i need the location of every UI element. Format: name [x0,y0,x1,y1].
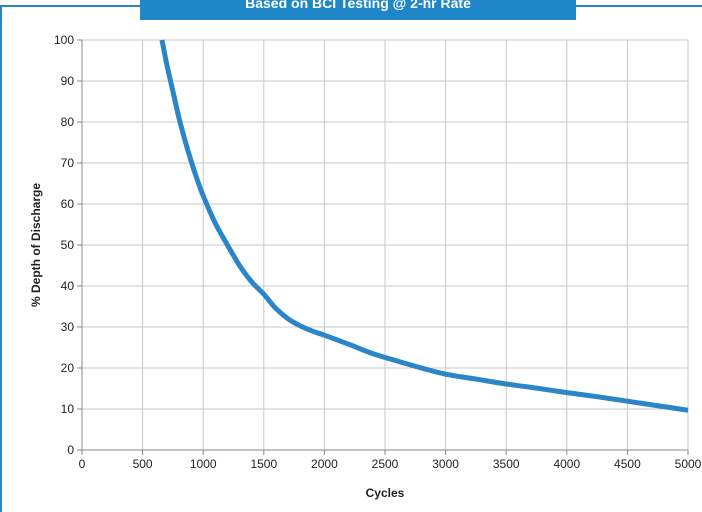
y-tick-label: 90 [61,74,75,88]
y-tick-label: 10 [61,402,75,416]
y-tick-label: 80 [61,115,75,129]
x-tick-label: 2500 [372,457,399,471]
y-tick-label: 0 [67,443,74,457]
x-tick-labels: 0 500 1000 1500 2000 2500 3000 3500 4000 4500 5000 [79,457,702,471]
series-group [159,39,689,413]
series-line-0 [159,39,689,413]
axes [77,39,689,455]
y-tick-label: 50 [61,238,75,252]
y-tick-labels: 0 10 20 30 40 50 60 70 80 90 100 [54,33,74,457]
x-tick-label: 3000 [432,457,459,471]
y-tick-label: 30 [61,320,75,334]
chart-title-banner: Based on BCI Testing @ 2-hr Rate [140,0,576,20]
x-tick-label: 500 [133,457,153,471]
x-tick-label: 2000 [311,457,338,471]
y-tick-label: 100 [54,33,74,47]
x-tick-label: 0 [79,457,86,471]
x-axis-label: Cycles [366,486,405,500]
y-tick-label: 40 [61,279,75,293]
y-tick-label: 20 [61,361,75,375]
y-axis-label: % Depth of Discharge [29,183,43,307]
x-tick-label: 1500 [250,457,277,471]
chart-title: Based on BCI Testing @ 2-hr Rate [245,0,471,11]
x-tick-label: 5000 [675,457,702,471]
x-tick-label: 4000 [553,457,580,471]
x-tick-label: 3500 [493,457,520,471]
x-tick-label: 1000 [190,457,217,471]
y-tick-label: 60 [61,197,75,211]
y-tick-label: 70 [61,156,75,170]
x-tick-label: 4500 [614,457,641,471]
